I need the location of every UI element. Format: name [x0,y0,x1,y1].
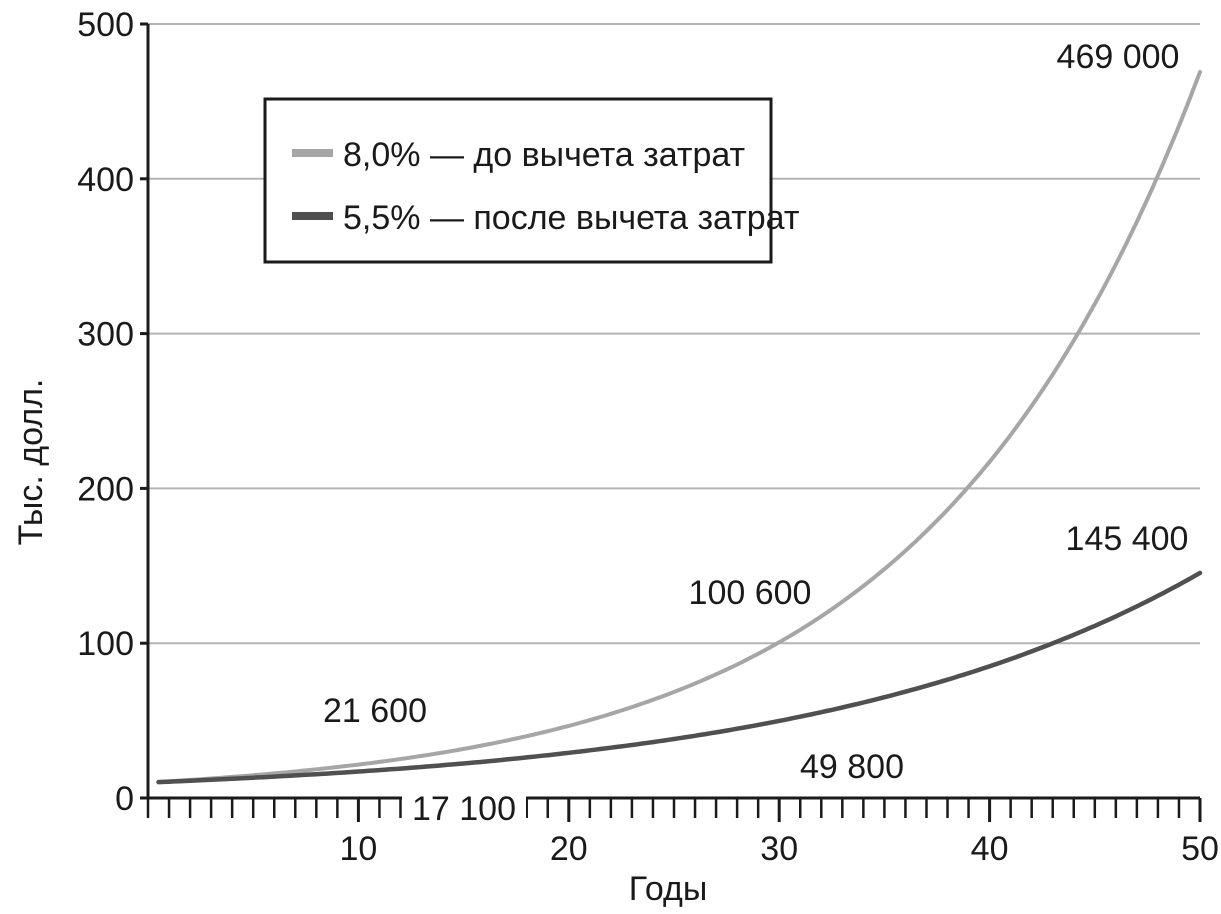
legend-label-after-costs: 5,5% — после вычета затрат [343,199,799,237]
series-line-before-costs [156,70,1202,784]
y-tick-label: 300 [77,316,134,354]
x-axis-title: Годы [629,870,708,908]
data-labels: 21 600 100 600 469 000 17 100 49 800 145 400 [323,38,1188,838]
axes: 0 100 200 300 400 500 10 20 30 40 50 [77,6,1219,868]
data-label: 145 400 [1066,520,1189,558]
data-label: 469 000 [1057,38,1180,76]
y-tick-label: 500 [77,6,134,44]
data-label: 17 100 [412,790,516,828]
series-line-after-costs [156,570,1203,785]
y-tick-label: 0 [115,780,134,818]
data-label: 21 600 [323,692,427,730]
y-tick-label: 200 [77,470,134,508]
data-label: 49 800 [800,748,904,786]
x-tick-label: 40 [971,830,1009,868]
x-tick-label: 20 [550,830,588,868]
legend: 8,0% — до вычета затрат 5,5% — после выч… [263,97,799,264]
y-tick-label: 100 [77,625,134,663]
x-tick-label: 10 [339,830,377,868]
y-axis-title: Тыс. долл. [12,379,50,546]
x-tick-label: 30 [760,830,798,868]
y-tick-label: 400 [77,161,134,199]
legend-box [263,97,773,264]
series-lines [156,70,1203,785]
data-label-background [402,790,526,838]
x-tick-label: 50 [1181,830,1219,868]
data-label: 100 600 [689,574,812,612]
legend-label-before-costs: 8,0% — до вычета затрат [343,136,745,174]
